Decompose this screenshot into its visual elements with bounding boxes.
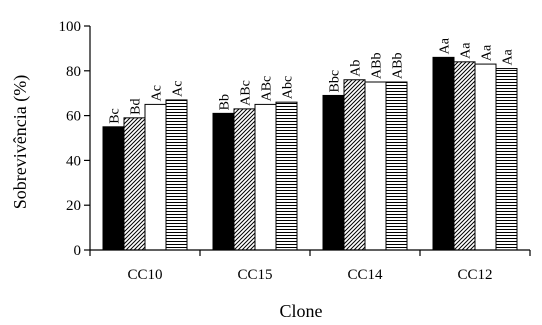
bar-label-cc10-1: Bc [108,108,123,124]
x-axis-title: Clone [280,301,323,321]
bar-label-cc12-4: Aa [501,48,516,65]
bar-cc14-2 [343,79,366,251]
x-ticks-layer: CC10 CC15 CC14 CC12 [89,250,531,283]
y-tick-label-20: 20 [66,198,81,214]
x-tick-label-cc12: CC12 [457,267,492,283]
bar-cc15-3 [254,103,277,251]
bar-cc15-4 [275,101,298,251]
y-tick-label-100: 100 [59,19,82,35]
x-tick-label-cc10: CC10 [127,267,162,283]
bar-label-cc14-4: ABb [391,53,406,79]
bar-cc10-2 [123,117,146,251]
bar-cc14-3 [364,81,387,251]
bar-label-cc15-1: Bb [218,94,233,110]
bar-cc10-4 [165,99,188,251]
bar-cc15-1 [212,112,235,251]
bar-label-cc14-3: ABb [370,53,385,79]
bar-cc14-1 [322,94,345,251]
bar-cc10-3 [144,103,167,251]
y-ticks-layer: 0 20 40 60 80 100 [59,19,90,259]
x-tick-label-cc15: CC15 [237,267,272,283]
bar-cc12-2 [453,61,476,251]
y-axis-title: Sobrevivência (%) [10,75,31,209]
bar-cc10-1 [102,126,125,251]
y-tick-label-40: 40 [66,153,81,169]
bar-label-cc15-3: ABc [260,76,275,102]
bar-label-cc12-2: Aa [459,42,474,59]
bar-cc12-4 [495,68,518,251]
bar-label-cc15-4: Abc [281,76,296,99]
bar-label-cc10-4: Ac [171,81,186,97]
bar-label-cc12-3: Aa [480,44,495,61]
bar-cc15-2 [233,108,256,251]
y-tick-label-0: 0 [74,243,82,259]
bar-labels-layer: Bc Bb Bbc Aa Bd ABc Ab Aa Ac ABc ABb Aa Ac Abc ABb Aa [108,37,516,124]
bar-cc12-3 [474,63,497,251]
bar-label-cc14-2: Ab [349,60,364,77]
bar-label-cc15-2: ABc [239,80,254,106]
bar-label-cc12-1: Aa [438,37,453,54]
bar-cc12-1 [432,56,455,251]
x-tick-label-cc14: CC14 [347,267,383,283]
bars-layer [102,56,518,251]
bar-label-cc10-3: Ac [150,85,165,101]
y-tick-label-60: 60 [66,109,81,125]
bar-label-cc10-2: Bd [129,98,144,114]
bar-label-cc14-1: Bbc [328,70,343,93]
y-tick-label-80: 80 [66,64,81,80]
bar-cc14-4 [385,81,408,251]
